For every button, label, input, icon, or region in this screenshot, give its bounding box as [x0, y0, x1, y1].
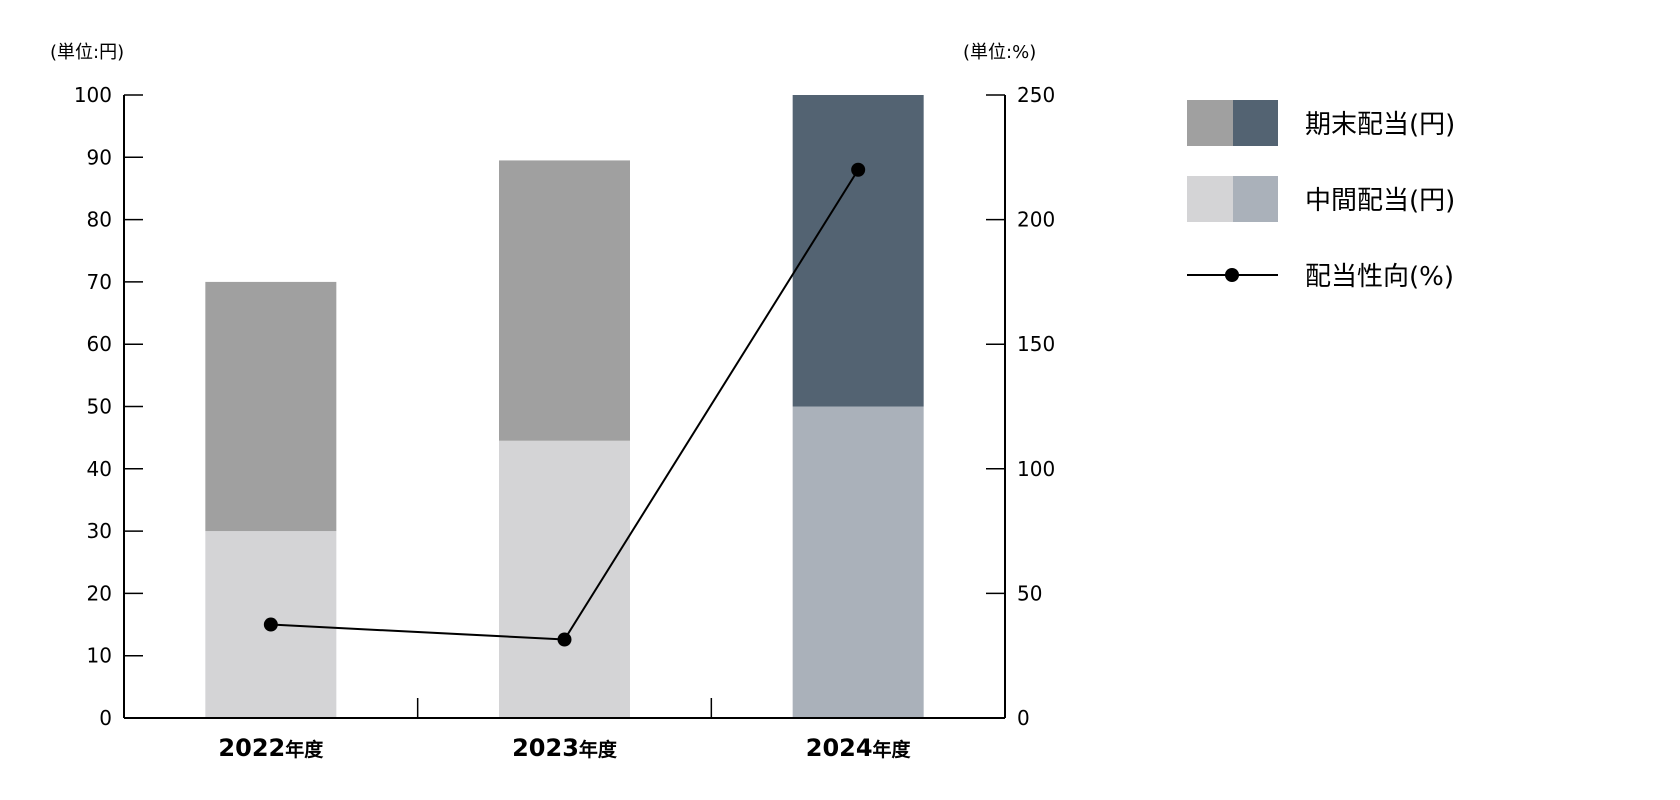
right-tick-label: 200: [1017, 208, 1055, 232]
category-label: 2022年度: [218, 734, 324, 762]
right-tick-label: 0: [1017, 706, 1030, 730]
bar-yearend: [792, 95, 924, 407]
legend-item: 中間配当(円): [1187, 176, 1455, 222]
legend-item: 期末配当(円): [1187, 100, 1455, 146]
bar-yearend: [205, 281, 337, 532]
legend-swatch: [1233, 100, 1278, 146]
left-tick-label: 80: [87, 208, 112, 232]
right-tick-label: 150: [1017, 332, 1055, 356]
bar-yearend: [499, 160, 630, 441]
payout-point: [557, 632, 572, 647]
left-tick-label: 30: [87, 519, 112, 543]
left-tick-label: 20: [87, 581, 112, 605]
right-axis-unit-label: (単位:%): [963, 42, 1036, 63]
bar-interim: [792, 406, 924, 718]
left-tick-label: 0: [99, 706, 112, 730]
payout-point: [851, 162, 866, 177]
right-axis-ticks: 0 50 100 150 200 250: [986, 83, 1055, 730]
payout-line: [263, 162, 866, 647]
bar-interim: [499, 440, 630, 718]
left-tick-label: 10: [87, 644, 112, 668]
legend-marker: [1225, 268, 1239, 282]
category-labels: 2022年度 2023年度 2024年度: [218, 734, 911, 762]
axes: [123, 95, 1006, 719]
legend-item: 配当性向(%): [1187, 262, 1454, 292]
right-tick-label: 50: [1017, 581, 1042, 605]
legend: 期末配当(円) 中間配当(円) 配当性向(%): [1187, 100, 1455, 292]
legend-label: 中間配当(円): [1305, 186, 1455, 216]
left-tick-label: 100: [74, 83, 112, 107]
legend-swatch: [1187, 100, 1233, 146]
left-tick-label: 70: [87, 270, 112, 294]
payout-point: [263, 617, 278, 632]
right-tick-label: 250: [1017, 83, 1055, 107]
bars: [205, 95, 924, 718]
left-axis-ticks: 0 10 20 30 40 50 60 70 80 90 100: [74, 83, 143, 730]
category-label: 2023年度: [512, 734, 618, 762]
legend-swatch: [1233, 176, 1278, 222]
legend-swatch: [1187, 176, 1233, 222]
left-tick-label: 40: [87, 457, 112, 481]
right-tick-label: 100: [1017, 457, 1055, 481]
left-tick-label: 60: [87, 332, 112, 356]
legend-label: 期末配当(円): [1305, 110, 1455, 140]
left-axis-unit-label: (単位:円): [50, 42, 124, 63]
left-tick-label: 90: [87, 145, 112, 169]
legend-label: 配当性向(%): [1305, 262, 1454, 292]
category-label: 2024年度: [806, 734, 912, 762]
left-tick-label: 50: [87, 395, 112, 419]
